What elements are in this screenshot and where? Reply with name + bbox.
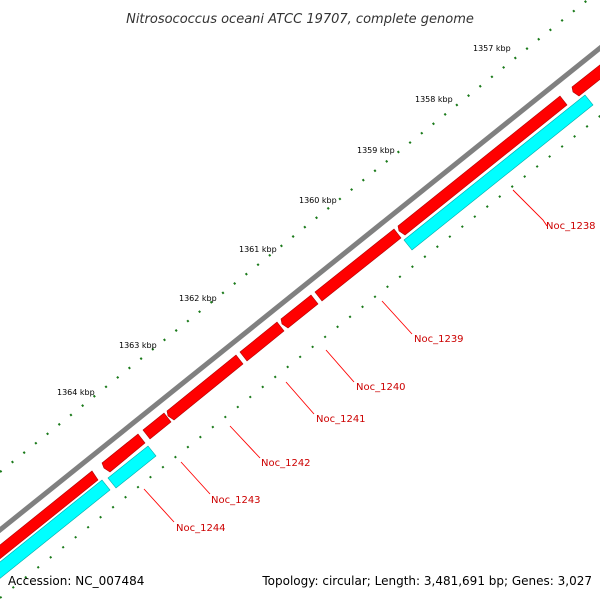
label-line [229, 425, 261, 459]
accession-label: Accession: NC_007484 [8, 574, 144, 588]
outer-scale-ticks [0, 0, 590, 473]
gene-labels: Noc_1238 Noc_1239 Noc_1240 Noc_1241 Noc_… [176, 221, 596, 534]
scale-label: 1359 kbp [357, 146, 395, 155]
label-line [381, 300, 413, 335]
gene-feature [403, 94, 594, 251]
gene-label: Noc_1239 [414, 334, 464, 345]
gene-label: Noc_1242 [261, 458, 311, 469]
label-line [285, 381, 315, 415]
gene-label: Noc_1240 [356, 382, 406, 393]
gene-label-lines [143, 189, 548, 523]
scale-label: 1361 kbp [239, 245, 277, 254]
map-title: Nitrosococcus oceani ATCC 19707, complet… [126, 12, 474, 27]
genome-summary: Topology: circular; Length: 3,481,691 bp… [261, 574, 592, 588]
outer-minor-ticks [0, 0, 590, 473]
gene-feature [239, 321, 285, 362]
scale-label: 1358 kbp [415, 95, 453, 104]
gene-label: Noc_1243 [211, 495, 261, 506]
label-line [143, 488, 175, 523]
reverse-strand [0, 94, 594, 579]
gene-label: Noc_1241 [316, 414, 366, 425]
gene-feature [101, 433, 146, 473]
gene-feature [0, 470, 99, 560]
gene-feature [314, 228, 402, 302]
gene-feature [280, 294, 319, 329]
scale-label: 1363 kbp [119, 341, 157, 350]
scale-label: 1362 kbp [179, 294, 217, 303]
gene-feature [142, 412, 172, 440]
label-line [512, 189, 548, 227]
gene-feature [107, 445, 157, 489]
gene-label: Noc_1238 [546, 221, 596, 232]
scale-labels: 1357 kbp 1358 kbp 1359 kbp 1360 kbp 1361… [57, 44, 511, 397]
scale-label: 1360 kbp [299, 196, 337, 205]
gene-feature [166, 354, 244, 421]
inner-minor-ticks [0, 114, 600, 599]
scale-label: 1364 kbp [57, 388, 95, 397]
forward-strand [0, 64, 600, 560]
gene-feature [397, 95, 568, 236]
label-line [180, 461, 211, 495]
gene-label: Noc_1244 [176, 523, 226, 534]
gene-feature [571, 64, 600, 97]
genome-backbone [0, 44, 600, 534]
gene-feature [0, 479, 111, 579]
scale-label: 1357 kbp [473, 44, 511, 53]
label-line [325, 349, 355, 383]
